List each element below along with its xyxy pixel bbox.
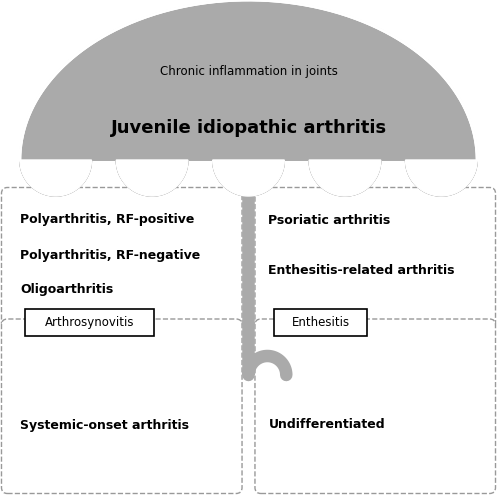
FancyBboxPatch shape [255,319,496,494]
Text: Undifferentiated: Undifferentiated [268,418,385,432]
Text: Chronic inflammation in joints: Chronic inflammation in joints [160,66,337,78]
Polygon shape [20,160,91,196]
Polygon shape [20,0,477,196]
Polygon shape [20,0,477,196]
Text: Enthesitis-related arthritis: Enthesitis-related arthritis [268,264,455,276]
Polygon shape [406,160,477,196]
Polygon shape [116,160,188,196]
Polygon shape [309,160,381,196]
Text: Psoriatic arthritis: Psoriatic arthritis [268,214,391,226]
Text: Polyarthritis, RF-negative: Polyarthritis, RF-negative [20,248,200,262]
FancyBboxPatch shape [1,319,242,494]
Polygon shape [20,0,477,196]
FancyBboxPatch shape [25,309,154,336]
Text: Enthesitis: Enthesitis [292,316,349,329]
Text: Systemic-onset arthritis: Systemic-onset arthritis [20,418,189,432]
Text: Juvenile idiopathic arthritis: Juvenile idiopathic arthritis [110,119,387,137]
Text: Arthrosynovitis: Arthrosynovitis [45,316,134,329]
FancyBboxPatch shape [274,309,367,336]
Text: Oligoarthritis: Oligoarthritis [20,284,113,296]
FancyBboxPatch shape [1,188,242,328]
Text: Polyarthritis, RF-positive: Polyarthritis, RF-positive [20,214,194,226]
FancyBboxPatch shape [255,188,496,328]
Polygon shape [213,160,284,196]
